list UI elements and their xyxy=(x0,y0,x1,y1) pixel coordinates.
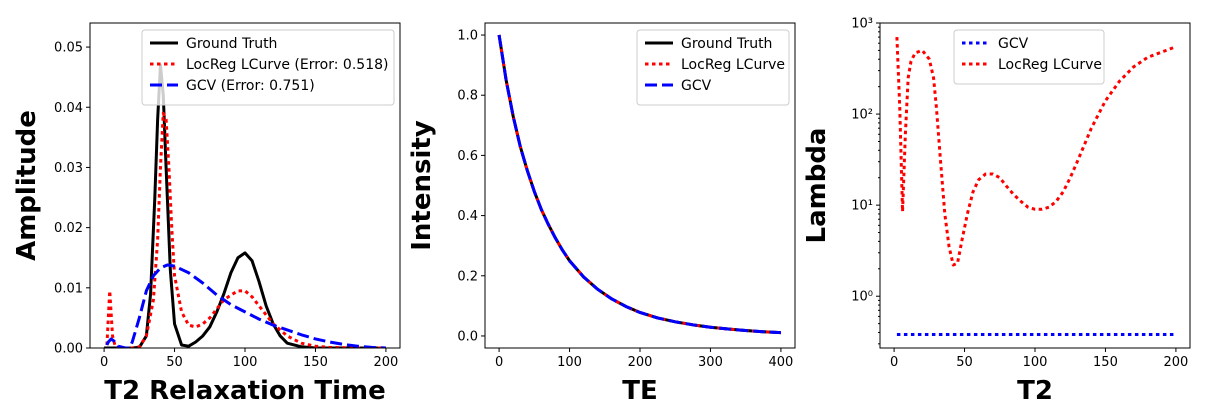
y-tick-label: 0.02 xyxy=(54,221,83,236)
legend-entry: LocReg LCurve (Error: 0.518) xyxy=(186,57,388,73)
series-line-3 xyxy=(105,263,386,348)
x-tick-label: 300 xyxy=(698,355,723,370)
legend-entry: Ground Truth xyxy=(186,36,277,52)
y-axis-label: Amplitude xyxy=(12,110,42,261)
y-tick-label: 10⁰ xyxy=(851,290,873,305)
y-tick-label: 10³ xyxy=(851,17,873,32)
x-tick-label: 200 xyxy=(373,355,398,370)
x-axis-label: TE xyxy=(622,376,658,406)
chart-panel-3: 0 50 100 150 200 10⁰ 10¹ 10² 10³ T2 Lambda GCV LocRe… xyxy=(802,17,1191,406)
y-tick-label: 10² xyxy=(851,108,873,123)
legend-entry: LocReg LCurve xyxy=(681,57,785,73)
y-axis-label: Lambda xyxy=(802,128,832,244)
series-line-2 xyxy=(895,37,1177,267)
y-tick-label: 0.8 xyxy=(457,89,478,104)
x-tick-label: 100 xyxy=(557,355,582,370)
legend-entry: GCV xyxy=(998,36,1029,52)
legend-entry: LocReg LCurve xyxy=(998,57,1102,73)
x-tick-label: 50 xyxy=(956,355,973,370)
y-tick-label: 0.03 xyxy=(54,161,83,176)
y-axis-label: Intensity xyxy=(407,120,437,251)
y-tick-label: 0.05 xyxy=(54,41,83,56)
x-tick-label: 150 xyxy=(1093,355,1118,370)
legend: Ground Truth LocReg LCurve GCV xyxy=(636,29,790,106)
x-tick-label: 100 xyxy=(233,355,258,370)
y-tick-label: 0.4 xyxy=(457,209,478,224)
y-tick-label: 0.6 xyxy=(457,149,478,164)
x-tick-label: 200 xyxy=(1163,355,1188,370)
y-tick-label: 0.2 xyxy=(457,269,478,284)
x-tick-label: 400 xyxy=(768,355,793,370)
y-tick-label: 10¹ xyxy=(851,199,873,214)
x-tick-label: 0 xyxy=(100,355,108,370)
chart-panel-1: 0 50 100 150 200 0.00 0.01 0.02 0.03 0.04 0.05 T2 R… xyxy=(12,22,401,406)
y-tick-label: 0.04 xyxy=(54,101,83,116)
chart-panel-2: 0 100 200 300 400 0.0 0.2 0.4 0.6 0.8 1.0 TE Intensi… xyxy=(407,22,796,406)
legend: GCV LocReg LCurve xyxy=(953,29,1105,85)
x-axis-label: T2 xyxy=(1017,376,1053,406)
legend-box xyxy=(953,29,1105,85)
legend: Ground Truth LocReg LCurve (Error: 0.518)… xyxy=(141,29,395,106)
x-tick-label: 150 xyxy=(303,355,328,370)
x-axis-label: T2 Relaxation Time xyxy=(104,376,385,406)
series-line-1 xyxy=(104,63,386,348)
x-tick-label: 0 xyxy=(890,355,898,370)
x-tick-label: 50 xyxy=(166,355,183,370)
x-tick-label: 200 xyxy=(628,355,653,370)
y-tick-label: 0.00 xyxy=(54,342,83,357)
y-tick-label: 0.01 xyxy=(54,281,83,296)
legend-entry: GCV xyxy=(681,78,712,94)
legend-box xyxy=(636,29,790,106)
y-tick-label: 1.0 xyxy=(457,29,478,44)
y-tick-label: 0.0 xyxy=(457,329,478,344)
legend-entry: Ground Truth xyxy=(681,36,772,52)
legend-box xyxy=(141,29,395,106)
x-tick-label: 100 xyxy=(1023,355,1048,370)
series-line-3 xyxy=(497,34,781,335)
legend-entry: GCV (Error: 0.751) xyxy=(186,78,315,94)
x-tick-label: 0 xyxy=(495,355,503,370)
